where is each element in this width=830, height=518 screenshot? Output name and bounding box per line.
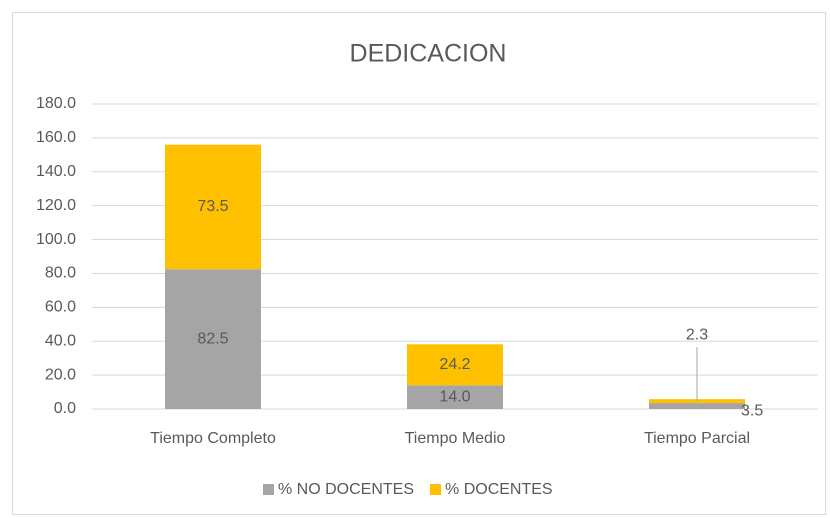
y-tick-label: 0.0 [54, 400, 76, 417]
x-tick-label: Tiempo Medio [405, 430, 506, 447]
data-label: 82.5 [197, 330, 228, 347]
y-tick-label: 100.0 [36, 231, 76, 248]
legend-swatch [263, 484, 274, 495]
y-tick-label: 80.0 [45, 265, 76, 282]
x-tick-label: Tiempo Parcial [644, 430, 750, 447]
chart-border [12, 12, 826, 515]
data-label: 73.5 [197, 198, 228, 215]
y-tick-label: 180.0 [36, 95, 76, 112]
y-tick-label: 140.0 [36, 163, 76, 180]
legend-swatch [430, 484, 442, 495]
x-tick-label: Tiempo Completo [150, 430, 276, 447]
bar-segment [407, 344, 503, 386]
bar-segment [165, 144, 261, 270]
legend-label: % DOCENTES [445, 481, 553, 498]
y-tick-label: 160.0 [36, 129, 76, 146]
data-label: 24.2 [439, 356, 470, 373]
data-label: 2.3 [686, 326, 708, 343]
data-label: 3.5 [741, 402, 763, 419]
bar-segment [165, 269, 261, 409]
y-tick-label: 40.0 [45, 332, 76, 349]
data-label: 14.0 [439, 388, 470, 405]
legend-label: % NO DOCENTES [278, 481, 414, 498]
chart-title: DEDICACION [350, 40, 507, 68]
y-tick-label: 20.0 [45, 366, 76, 383]
y-tick-label: 60.0 [45, 299, 76, 316]
bar-segment [407, 385, 503, 409]
bar-segment [649, 403, 745, 409]
y-tick-label: 120.0 [36, 197, 76, 214]
